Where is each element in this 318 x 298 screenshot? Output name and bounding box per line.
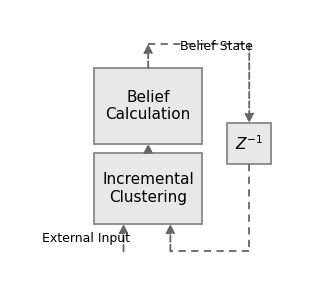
Text: Belief State: Belief State bbox=[180, 40, 253, 52]
Text: Incremental
Clustering: Incremental Clustering bbox=[102, 172, 194, 204]
FancyBboxPatch shape bbox=[94, 153, 203, 224]
Text: Belief
Calculation: Belief Calculation bbox=[106, 89, 191, 122]
Text: External Input: External Input bbox=[42, 232, 130, 245]
FancyBboxPatch shape bbox=[227, 123, 272, 164]
FancyBboxPatch shape bbox=[94, 68, 203, 144]
Text: $Z^{-1}$: $Z^{-1}$ bbox=[235, 134, 264, 153]
